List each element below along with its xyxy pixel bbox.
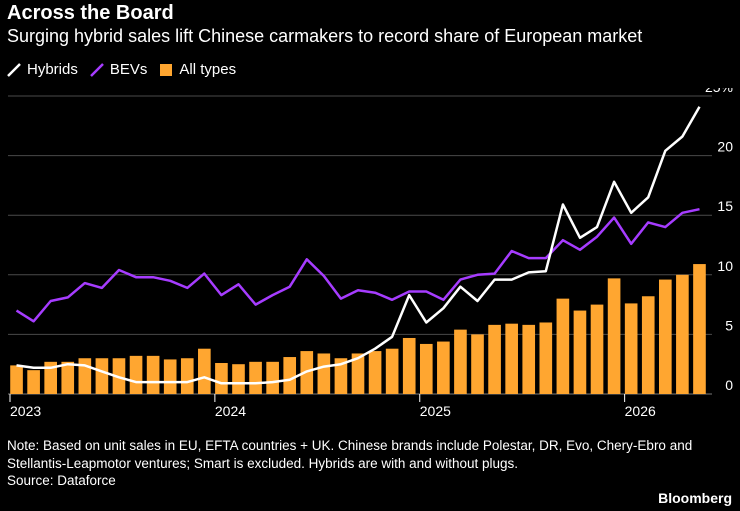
bar-all-types: [676, 274, 689, 394]
bar-all-types: [641, 296, 655, 394]
bar-all-types: [198, 348, 211, 394]
bar-all-types: [624, 303, 638, 394]
bar-all-types: [95, 358, 109, 394]
bar-all-types: [44, 361, 57, 394]
bar-all-types: [454, 329, 467, 394]
bar-all-types: [266, 361, 279, 394]
bar-all-types: [488, 324, 501, 394]
bar-all-types: [317, 353, 331, 394]
bar-all-types: [573, 310, 587, 394]
chart-area: 0 5 10 15 20 25% 2023 2024 2025 2026: [8, 88, 733, 419]
bar-all-types: [607, 278, 621, 394]
bar-all-types: [232, 364, 245, 394]
line-bevs: [15, 207, 700, 323]
x-tick-label: 2025: [420, 403, 451, 419]
bar-all-types: [334, 358, 348, 394]
legend-label-hybrids: Hybrids: [27, 61, 78, 78]
bars-all-types: [10, 264, 706, 394]
bar-all-types: [505, 323, 518, 394]
y-tick-label: 5: [725, 317, 733, 333]
bar-all-types: [163, 359, 177, 394]
bar-all-types: [693, 264, 706, 394]
bloomberg-logo: Bloomberg: [658, 490, 732, 506]
chart-title: Across the Board: [7, 2, 174, 24]
bar-all-types: [659, 279, 672, 394]
bar-all-types: [10, 365, 23, 394]
bar-all-types: [129, 355, 143, 394]
y-tick-label: 20: [717, 139, 733, 155]
x-tick-label: 2023: [10, 403, 41, 419]
legend-swatch-all-types: [160, 63, 173, 76]
legend-item-bevs: BEVs: [89, 61, 148, 78]
bar-all-types: [419, 343, 433, 394]
bar-all-types: [556, 298, 570, 394]
bar-all-types: [590, 304, 604, 394]
legend-item-all-types: All types: [159, 61, 236, 78]
bar-all-types: [368, 351, 382, 394]
legend-item-hybrids: Hybrids: [7, 61, 78, 78]
x-tick-label: 2024: [215, 403, 246, 419]
y-tick-label: 10: [717, 258, 733, 274]
legend: Hybrids BEVs All types: [7, 61, 248, 78]
legend-swatch-bevs: [89, 62, 104, 77]
bar-all-types: [402, 337, 416, 394]
bar-all-types: [78, 358, 92, 394]
bar-all-types: [215, 363, 228, 394]
line-hybrids: [16, 106, 701, 385]
bar-all-types: [385, 348, 399, 394]
legend-swatch-hybrids: [7, 62, 21, 77]
grid-lines: [8, 95, 712, 395]
bar-all-types: [146, 355, 160, 394]
bar-all-types: [351, 353, 365, 394]
x-tick-label: 2026: [625, 403, 656, 419]
bar-all-types: [539, 322, 553, 394]
y-axis-ticks: 0 5 10 15 20 25%: [705, 88, 733, 393]
x-axis-ticks: 2023 2024 2025 2026: [9, 394, 656, 419]
footnote: Note: Based on unit sales in EU, EFTA co…: [7, 438, 693, 471]
legend-label-bevs: BEVs: [109, 61, 148, 78]
y-tick-label: 25%: [705, 88, 733, 95]
bar-all-types: [61, 361, 75, 394]
bar-all-types: [437, 341, 450, 394]
series-lines: [15, 106, 701, 385]
y-tick-label: 0: [725, 377, 733, 393]
source-note: Source: Dataforce: [7, 473, 116, 488]
bar-all-types: [522, 324, 536, 394]
bar-all-types: [180, 358, 194, 394]
y-tick-label: 15: [717, 198, 733, 214]
bar-all-types: [27, 370, 40, 394]
bar-all-types: [283, 357, 297, 394]
bar-all-types: [471, 334, 484, 394]
bar-all-types: [249, 361, 262, 394]
legend-label-all-types: All types: [179, 61, 237, 78]
chart-subtitle: Surging hybrid sales lift Chinese carmak…: [7, 26, 643, 46]
